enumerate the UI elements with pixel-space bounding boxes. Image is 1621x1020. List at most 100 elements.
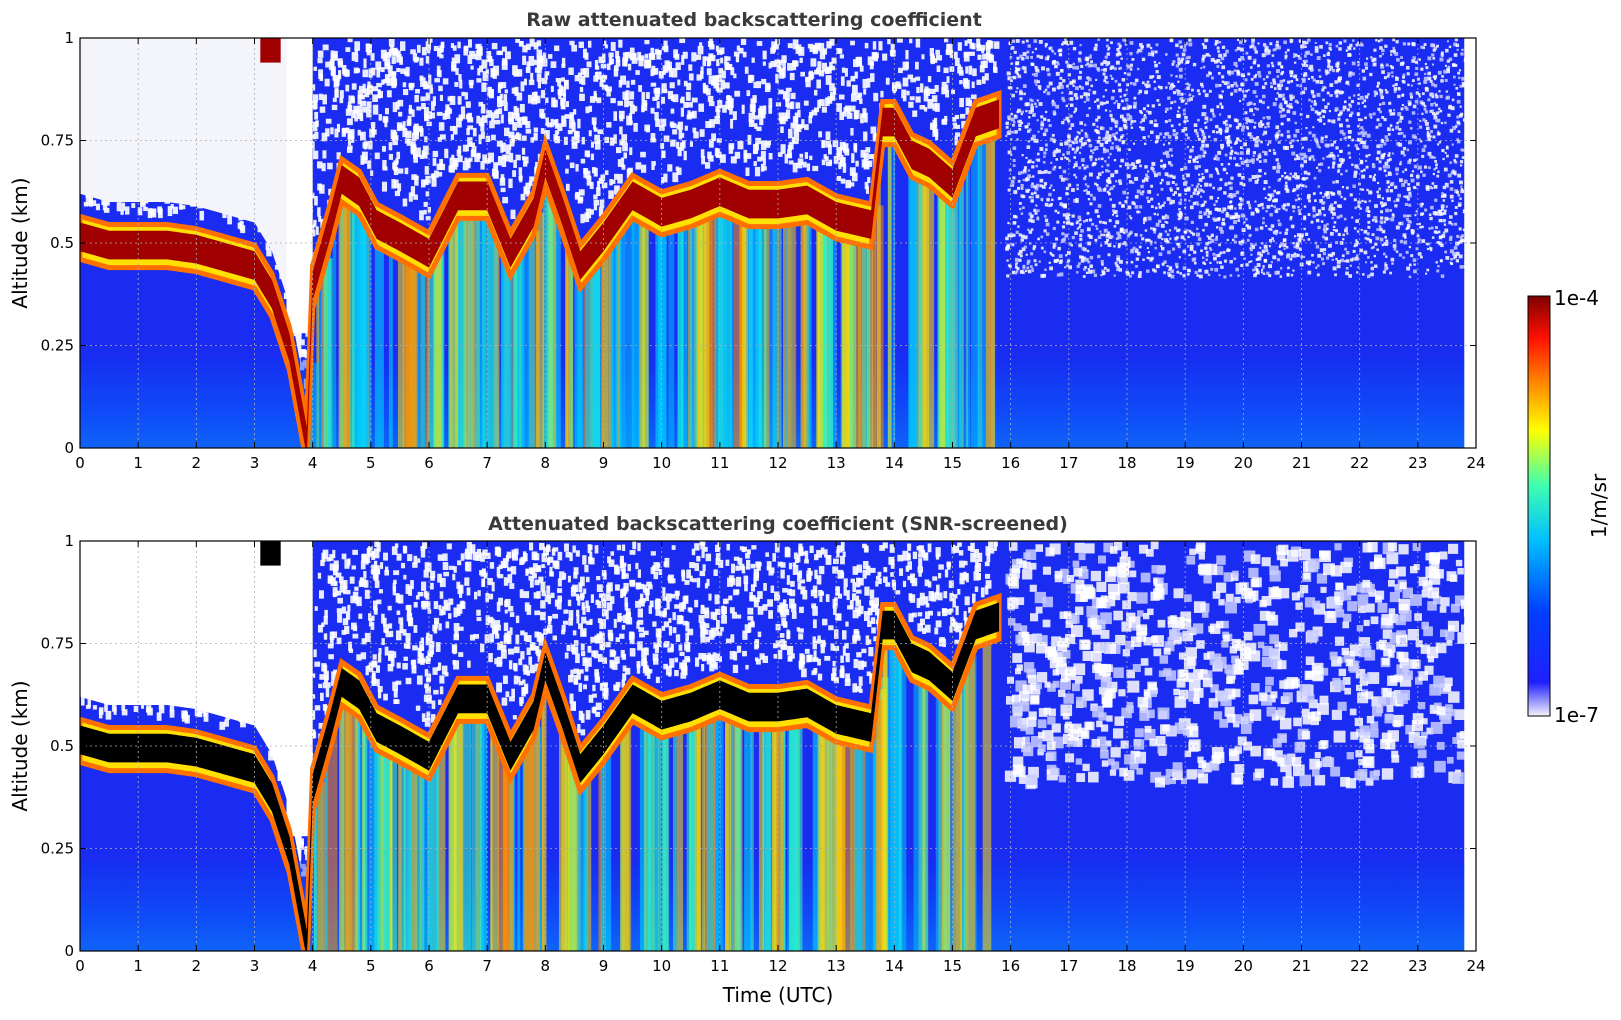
noise-speck bbox=[839, 158, 846, 167]
late-speck bbox=[1096, 214, 1100, 218]
late-speck bbox=[1212, 217, 1216, 221]
late-speck bbox=[1052, 138, 1056, 143]
late-speck bbox=[1382, 252, 1386, 256]
late-speck bbox=[1302, 63, 1306, 67]
noise-speck bbox=[332, 97, 337, 103]
noise-speck bbox=[782, 60, 786, 70]
late-speck bbox=[1204, 93, 1209, 98]
late-speck bbox=[1011, 270, 1016, 275]
late-speck bbox=[1325, 41, 1329, 45]
late-speck bbox=[1421, 203, 1424, 206]
late-speck bbox=[1448, 221, 1452, 225]
late-speck bbox=[1324, 236, 1329, 241]
late-speck bbox=[1285, 146, 1289, 150]
late-speck bbox=[1403, 179, 1408, 184]
late-speck bbox=[1372, 112, 1376, 116]
late-speck bbox=[1166, 197, 1171, 201]
late-speck bbox=[1022, 194, 1026, 199]
late-speck bbox=[1057, 63, 1060, 66]
late-speck bbox=[1260, 202, 1264, 207]
late-speck bbox=[1223, 81, 1228, 86]
late-speck bbox=[1433, 75, 1438, 79]
late-speck bbox=[1308, 156, 1312, 160]
late-speck bbox=[1112, 184, 1116, 188]
noise-speck bbox=[428, 74, 432, 85]
late-speck bbox=[1132, 142, 1136, 145]
noise-speck bbox=[333, 80, 339, 88]
noise-speck bbox=[857, 92, 863, 98]
noise-speck bbox=[551, 97, 556, 108]
late-speck bbox=[1417, 165, 1422, 170]
late-speck bbox=[1195, 131, 1199, 135]
late-speck bbox=[1311, 91, 1315, 95]
late-speck bbox=[1053, 165, 1057, 169]
late-speck bbox=[1333, 201, 1337, 205]
late-speck bbox=[1124, 43, 1128, 46]
late-speck bbox=[1366, 188, 1369, 192]
noise-speck bbox=[563, 79, 569, 90]
late-speck bbox=[1269, 194, 1272, 197]
late-speck bbox=[1086, 191, 1091, 195]
noise-speck bbox=[465, 145, 469, 152]
noise-speck bbox=[575, 134, 580, 144]
late-speck bbox=[1036, 152, 1040, 156]
noise-speck bbox=[790, 122, 795, 129]
late-speck bbox=[1011, 39, 1016, 43]
late-speck bbox=[1356, 113, 1360, 117]
late-speck bbox=[1388, 101, 1392, 105]
late-speck bbox=[1321, 109, 1325, 113]
late-speck bbox=[1314, 46, 1319, 50]
late-speck bbox=[1032, 134, 1036, 139]
late-speck bbox=[1224, 153, 1228, 157]
late-speck bbox=[1440, 53, 1444, 57]
late-speck bbox=[1208, 135, 1211, 138]
noise-speck bbox=[490, 134, 496, 141]
late-speck bbox=[1169, 107, 1172, 110]
late-speck bbox=[1229, 194, 1234, 199]
late-speck bbox=[1318, 169, 1322, 173]
noise-speck bbox=[720, 57, 724, 64]
late-speck bbox=[1251, 38, 1255, 43]
noise-speck bbox=[817, 61, 822, 69]
noise-speck bbox=[916, 86, 920, 94]
late-speck bbox=[1028, 218, 1032, 223]
noise-speck bbox=[635, 162, 642, 170]
late-speck bbox=[1180, 99, 1184, 103]
noise-speck bbox=[831, 57, 837, 64]
late-speck bbox=[1196, 274, 1200, 277]
late-speck bbox=[1035, 83, 1038, 86]
late-speck bbox=[1393, 247, 1397, 251]
late-speck bbox=[1403, 134, 1407, 138]
late-speck bbox=[1340, 258, 1345, 263]
late-speck bbox=[1298, 39, 1303, 43]
late-speck bbox=[1136, 251, 1141, 256]
late-speck bbox=[1404, 105, 1408, 109]
late-speck bbox=[1086, 227, 1091, 232]
noise-speck bbox=[747, 74, 753, 84]
noise-speck bbox=[454, 82, 459, 87]
noise-speck bbox=[360, 155, 365, 165]
late-speck bbox=[1268, 198, 1271, 202]
noise-speck bbox=[748, 112, 753, 123]
late-speck bbox=[1146, 43, 1151, 48]
late-speck bbox=[1345, 49, 1349, 52]
late-speck bbox=[1376, 194, 1381, 199]
late-speck bbox=[1046, 85, 1050, 89]
noise-speck bbox=[522, 45, 528, 53]
late-speck bbox=[1107, 243, 1112, 248]
noise-speck bbox=[596, 71, 602, 80]
noise-speck bbox=[493, 162, 499, 172]
noise-speck bbox=[266, 247, 272, 257]
late-speck bbox=[1202, 190, 1205, 193]
late-speck bbox=[1459, 105, 1462, 108]
late-speck bbox=[1236, 38, 1240, 42]
late-speck bbox=[1299, 84, 1303, 88]
noise-speck bbox=[912, 110, 918, 117]
late-speck bbox=[1154, 140, 1158, 144]
late-speck bbox=[1137, 92, 1140, 95]
noise-speck bbox=[508, 178, 513, 189]
noise-speck bbox=[500, 81, 507, 89]
late-speck bbox=[1206, 120, 1209, 123]
late-speck bbox=[1188, 229, 1192, 233]
noise-speck bbox=[718, 67, 724, 73]
